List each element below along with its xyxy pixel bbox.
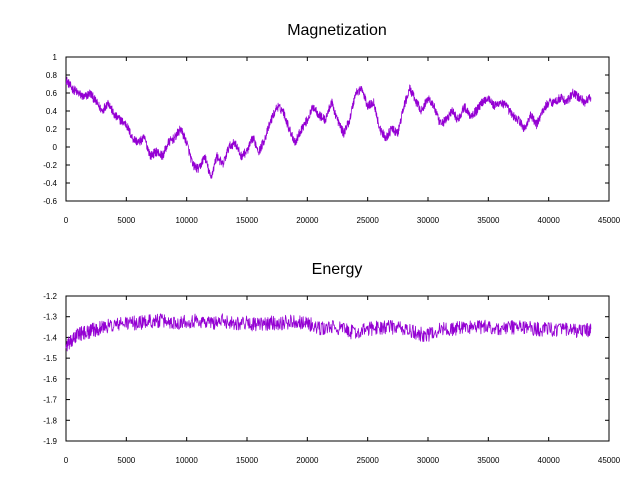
energy-plot: -1.9 -1.8 -1.7 -1.6 -1.5 -1.4 -1.3 -1.2 0 5000 100… xyxy=(43,292,620,465)
x-tick-label: 10000 xyxy=(176,456,199,465)
x-tick-label: 15000 xyxy=(236,216,259,225)
y-tick-label: 0.4 xyxy=(46,107,58,116)
x-tick-label: 40000 xyxy=(538,456,561,465)
x-tick-label: 40000 xyxy=(538,216,561,225)
y-tick-label: -1.2 xyxy=(43,292,57,301)
y-tick-label: -0.6 xyxy=(43,197,57,206)
y-tick-label: 0 xyxy=(53,143,58,152)
y-tick-label: -1.8 xyxy=(43,416,57,425)
magnetization-plot: -0.6 -0.4 -0.2 0 0.2 0.4 0.6 0.8 1 0 5000 10000 1500… xyxy=(43,53,620,225)
x-tick-label: 45000 xyxy=(598,456,621,465)
x-tick-label: 20000 xyxy=(296,456,319,465)
y-tick-label: -1.9 xyxy=(43,437,57,446)
y-tick-label: 1 xyxy=(53,53,58,62)
chart-title-magnetization: Magnetization xyxy=(287,22,387,39)
y-tick-label: -0.4 xyxy=(43,179,57,188)
y-tick-label: -1.4 xyxy=(43,333,57,342)
x-tick-label: 5000 xyxy=(117,216,135,225)
y-tick-label: -0.2 xyxy=(43,161,57,170)
x-tick-label: 35000 xyxy=(477,456,500,465)
y-tick-label: -1.7 xyxy=(43,396,57,405)
plot-frame xyxy=(65,56,610,202)
series-line xyxy=(65,313,592,352)
x-tick-label: 0 xyxy=(64,456,69,465)
x-tick-label: 0 xyxy=(64,216,69,225)
x-tick-label: 30000 xyxy=(417,456,440,465)
x-tick-label: 25000 xyxy=(357,456,380,465)
y-tick-label: 0.8 xyxy=(46,71,58,80)
y-tick-label: 0.6 xyxy=(46,89,58,98)
x-tick-label: 10000 xyxy=(176,216,199,225)
y-tick-label: -1.5 xyxy=(43,354,57,363)
x-tick-label: 35000 xyxy=(477,216,500,225)
series-line xyxy=(65,76,592,179)
y-tick-label: 0.2 xyxy=(46,125,58,134)
chart-title-energy: Energy xyxy=(312,261,363,278)
x-tick-label: 15000 xyxy=(236,456,259,465)
plot-frame xyxy=(65,295,610,442)
y-tick-label: -1.6 xyxy=(43,375,57,384)
x-tick-label: 25000 xyxy=(357,216,380,225)
x-tick-label: 20000 xyxy=(296,216,319,225)
x-tick-label: 45000 xyxy=(598,216,621,225)
y-tick-label: -1.3 xyxy=(43,313,57,322)
x-tick-label: 30000 xyxy=(417,216,440,225)
x-tick-label: 5000 xyxy=(117,456,135,465)
